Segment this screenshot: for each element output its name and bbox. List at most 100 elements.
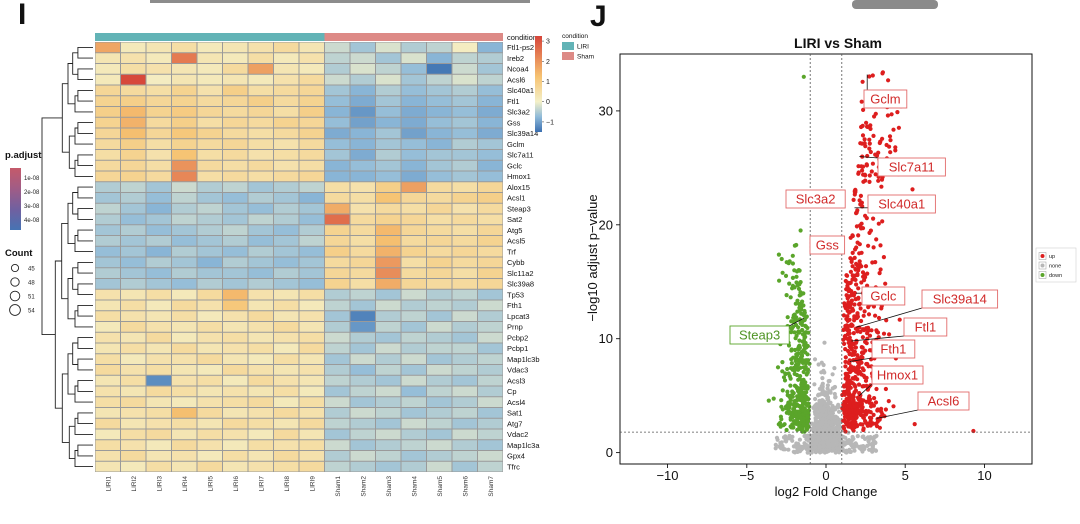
heatmap-cell-ftl1-liri9: [299, 96, 324, 106]
heatmap-cell-pcbp2-sham3: [376, 332, 401, 343]
count-legend-title: Count: [5, 248, 33, 259]
point-down: [788, 383, 793, 388]
heatmap-cell-sat2-liri5: [197, 214, 222, 225]
point-up: [847, 394, 852, 399]
heatmap-cell-gclm-sham2: [350, 139, 375, 149]
heatmap-cell-steap3-liri3: [146, 203, 171, 214]
heatmap-cell-pcbp2-sham6: [452, 332, 477, 343]
point-up: [861, 427, 866, 433]
point-up: [860, 405, 865, 411]
callout-box-gclc: [861, 286, 906, 306]
heatmap-cell-slc7a11-sham2: [350, 150, 375, 160]
point-up: [886, 399, 891, 404]
panel-letter-i: I: [18, 0, 26, 31]
heatmap-cell-gclm-sham1: [325, 139, 350, 149]
heatmap-cell-atg7-sham4: [401, 418, 426, 429]
point-down: [800, 418, 805, 423]
point-up: [858, 141, 863, 146]
heatmap-cell-lpcat3-liri4: [172, 311, 197, 321]
point-none: [867, 447, 872, 452]
heatmap-cell-pcbp2-sham7: [478, 332, 503, 343]
point-up: [865, 271, 870, 276]
point-down: [791, 419, 797, 424]
heatmap-cell-lpcat3-sham2: [350, 311, 375, 321]
point-none: [822, 340, 827, 345]
dendrogram-branch: [77, 122, 93, 134]
heatmap-cell-alox15-sham6: [452, 182, 477, 192]
point-none: [836, 409, 842, 414]
point-up: [876, 221, 881, 226]
heatmap-cell-sat1-liri2: [121, 408, 146, 418]
heatmap-cell-slc7a11-liri9: [299, 150, 324, 160]
color-scale-tick-label: −1: [546, 119, 554, 126]
point-down: [797, 293, 802, 298]
point-up: [854, 211, 859, 216]
heatmap-cell-slc39a14-sham4: [401, 128, 426, 139]
heatmap-cell-acsl6-sham7: [478, 74, 503, 85]
heatmap-cell-slc40a1-liri7: [248, 85, 273, 96]
heatmap-cell-acsl5-liri5: [197, 236, 222, 246]
point-up: [853, 266, 858, 272]
callout-leader-slc7a11: [859, 156, 879, 159]
heatmap-cell-ftl1-sham2: [350, 96, 375, 106]
gene-label-sat1: Sat1: [507, 409, 522, 418]
condition-legend-label-liri: LIRI: [577, 44, 589, 51]
point-up: [842, 418, 847, 423]
heatmap-cell-fth1-liri2: [121, 300, 146, 311]
heatmap-cell-cp-liri7: [248, 386, 273, 397]
heatmap-cell-cp-sham6: [452, 386, 477, 397]
heatmap-cell-ftl1-ps2-sham5: [427, 42, 452, 53]
point-down: [790, 389, 795, 394]
callout-label-slc40a1: Slc40a1: [878, 197, 925, 212]
dendrogram-branch: [67, 63, 75, 105]
heatmap-cell-pcbp1-liri6: [223, 343, 248, 354]
volcano-title: LIRI vs Sham: [794, 35, 882, 51]
point-none: [819, 370, 824, 375]
heatmap-cell-pcbp1-liri1: [95, 343, 120, 354]
point-down: [780, 360, 785, 365]
point-up: [874, 237, 879, 242]
gene-label-steap3: Steap3: [507, 204, 531, 213]
point-up: [855, 311, 860, 316]
heatmap-cell-atg7-liri9: [299, 418, 324, 429]
heatmap-cell-gss-sham5: [427, 117, 452, 128]
gene-label-acsl6: Acsl6: [507, 75, 525, 84]
heatmap-cell-sat2-sham1: [325, 214, 350, 225]
heatmap-cell-map1lc3a-liri3: [146, 440, 171, 450]
heatmap-cell-slc11a2-sham2: [350, 268, 375, 278]
point-up: [849, 298, 855, 303]
heatmap-cell-sat2-liri1: [95, 214, 120, 225]
heatmap-cell-acsl4-liri7: [248, 397, 273, 407]
heatmap-cell-vdac2-sham5: [427, 429, 452, 440]
volcano-legend-key-down: [1038, 271, 1047, 279]
point-up: [849, 322, 854, 327]
heatmap-cell-tp53-liri8: [274, 289, 299, 300]
point-up: [846, 328, 852, 333]
heatmap-cell-sat2-sham3: [376, 214, 401, 225]
heatmap-cell-alox15-sham1: [325, 182, 350, 192]
heatmap-cell-pcbp1-liri5: [197, 343, 222, 354]
point-up: [845, 294, 850, 300]
point-up: [856, 171, 861, 176]
point-up: [859, 345, 864, 350]
heatmap-cell-acsl4-sham3: [376, 397, 401, 407]
point-up: [887, 332, 892, 337]
heatmap-cell-slc39a8-sham1: [325, 279, 350, 289]
point-up: [847, 310, 852, 315]
heatmap-cell-sat1-liri1: [95, 408, 120, 418]
callout-leader-slc39a14: [855, 307, 923, 328]
heatmap-cell-hmox1-liri9: [299, 171, 324, 182]
sample-label-sham5: Sham5: [437, 476, 444, 497]
heatmap-cell-slc40a1-sham4: [401, 85, 426, 96]
point-none: [820, 440, 825, 445]
point-up: [880, 136, 885, 141]
point-up: [889, 112, 894, 117]
heatmap-cell-acsl6-liri1: [95, 74, 120, 85]
heatmap-cell-slc40a1-liri4: [172, 85, 197, 96]
heatmap-cell-pcbp2-sham2: [350, 332, 375, 343]
heatmap-cell-gpx4-liri1: [95, 451, 120, 461]
point-up: [863, 264, 869, 269]
point-up: [859, 200, 865, 205]
heatmap-cell-acsl1-liri8: [274, 193, 299, 203]
point-up: [871, 412, 876, 417]
